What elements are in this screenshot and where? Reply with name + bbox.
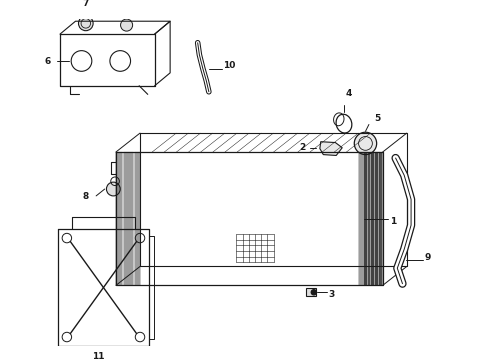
Text: 5: 5 <box>374 114 381 123</box>
Circle shape <box>106 182 120 196</box>
Text: 7: 7 <box>83 0 89 8</box>
Circle shape <box>78 16 93 31</box>
Circle shape <box>311 290 317 295</box>
Text: 10: 10 <box>223 62 236 71</box>
Text: 2: 2 <box>299 143 306 152</box>
Text: 3: 3 <box>328 291 335 300</box>
Text: 9: 9 <box>425 252 431 261</box>
Circle shape <box>354 132 377 154</box>
Text: 1: 1 <box>390 217 396 226</box>
Text: 4: 4 <box>346 89 352 98</box>
Bar <box>306 288 317 296</box>
Text: 11: 11 <box>92 352 104 360</box>
Polygon shape <box>320 142 342 156</box>
Circle shape <box>121 19 133 31</box>
Text: 6: 6 <box>45 57 51 66</box>
Text: 8: 8 <box>83 192 89 201</box>
